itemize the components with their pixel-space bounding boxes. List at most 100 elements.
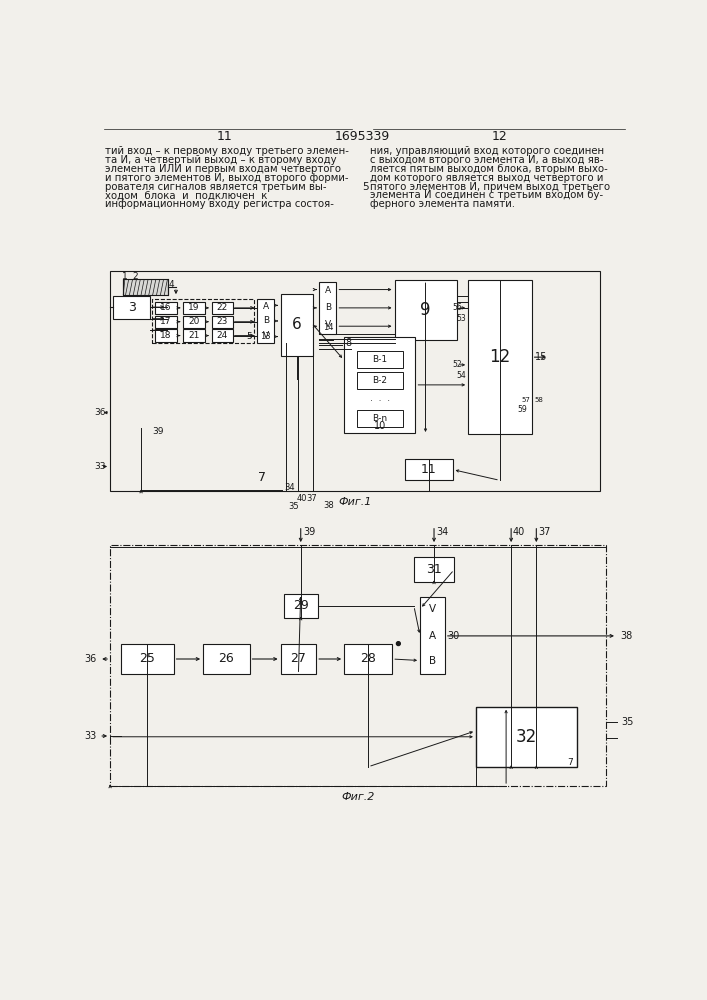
Bar bbox=[155, 302, 177, 314]
Text: 11: 11 bbox=[421, 463, 436, 476]
Text: 33: 33 bbox=[95, 462, 106, 471]
Bar bbox=[284, 594, 317, 618]
Text: 30: 30 bbox=[448, 631, 460, 641]
Text: 7: 7 bbox=[568, 758, 573, 767]
Text: 4: 4 bbox=[168, 280, 174, 289]
Bar bbox=[344, 337, 416, 433]
Text: элемента ИЛИ и первым входам четвертого: элемента ИЛИ и первым входам четвертого bbox=[105, 164, 341, 174]
Text: 37: 37 bbox=[306, 494, 317, 503]
Text: 26: 26 bbox=[218, 652, 234, 666]
Text: 40: 40 bbox=[296, 494, 307, 503]
Bar bbox=[476, 707, 577, 767]
Text: 57: 57 bbox=[521, 397, 530, 403]
Text: V: V bbox=[263, 331, 269, 340]
Text: 12: 12 bbox=[491, 130, 507, 143]
Bar bbox=[414, 557, 454, 582]
Bar bbox=[155, 329, 177, 342]
Text: 10: 10 bbox=[374, 421, 386, 431]
Text: Фиг.2: Фиг.2 bbox=[341, 792, 375, 802]
Bar bbox=[257, 299, 274, 343]
Text: 12: 12 bbox=[489, 348, 510, 366]
Text: 40: 40 bbox=[513, 527, 525, 537]
Text: 53: 53 bbox=[457, 314, 467, 323]
Text: элемента И соединен с третьим входом бу-: элемента И соединен с третьим входом бу- bbox=[370, 190, 603, 200]
Text: B-1: B-1 bbox=[372, 355, 387, 364]
Text: ходом  блока  и  подключен  к: ходом блока и подключен к bbox=[105, 190, 268, 200]
Text: A: A bbox=[263, 302, 269, 311]
Bar bbox=[183, 329, 204, 342]
Text: пятого элементов И, причем выход третьего: пятого элементов И, причем выход третьег… bbox=[370, 182, 610, 192]
Text: B-n: B-n bbox=[372, 414, 387, 423]
Text: 36: 36 bbox=[84, 654, 96, 664]
Bar bbox=[344, 644, 392, 674]
Text: 13: 13 bbox=[261, 332, 271, 341]
Text: 1695339: 1695339 bbox=[334, 130, 390, 143]
Bar bbox=[356, 410, 403, 427]
Text: 34: 34 bbox=[284, 483, 296, 492]
Text: и пятого элементов И, выход второго форми-: и пятого элементов И, выход второго форм… bbox=[105, 173, 349, 183]
Text: 36: 36 bbox=[95, 408, 106, 417]
Text: 31: 31 bbox=[426, 563, 442, 576]
Text: 11: 11 bbox=[217, 130, 233, 143]
Text: Фиг.1: Фиг.1 bbox=[338, 497, 372, 507]
Text: 56: 56 bbox=[452, 303, 462, 312]
Text: 37: 37 bbox=[538, 527, 550, 537]
Text: 9: 9 bbox=[420, 301, 431, 319]
Text: B-2: B-2 bbox=[373, 376, 387, 385]
Text: 28: 28 bbox=[360, 652, 376, 666]
Bar bbox=[110, 545, 606, 786]
Bar bbox=[183, 316, 204, 328]
Bar bbox=[320, 282, 337, 334]
Text: ния, управляющий вход которого соединен: ния, управляющий вход которого соединен bbox=[370, 146, 604, 156]
Text: 35: 35 bbox=[621, 717, 634, 727]
Text: 54: 54 bbox=[457, 371, 467, 380]
Circle shape bbox=[397, 642, 400, 646]
Text: 39: 39 bbox=[153, 427, 164, 436]
Text: 20: 20 bbox=[188, 317, 199, 326]
Text: 25: 25 bbox=[139, 652, 156, 666]
Text: 18: 18 bbox=[160, 331, 172, 340]
Text: 24: 24 bbox=[217, 331, 228, 340]
Text: 3: 3 bbox=[128, 301, 136, 314]
Bar bbox=[203, 644, 250, 674]
Text: 58: 58 bbox=[534, 397, 543, 403]
Text: 2: 2 bbox=[133, 272, 139, 281]
Text: та И, а четвертый выход – к второму входу: та И, а четвертый выход – к второму вход… bbox=[105, 155, 337, 165]
Text: 22: 22 bbox=[217, 303, 228, 312]
Text: 34: 34 bbox=[436, 527, 449, 537]
Bar bbox=[123, 279, 168, 295]
Text: информационному входу регистра состоя-: информационному входу регистра состоя- bbox=[105, 199, 334, 209]
Bar bbox=[211, 329, 233, 342]
Text: ляется пятым выходом блока, вторым выхо-: ляется пятым выходом блока, вторым выхо- bbox=[370, 164, 607, 174]
Bar bbox=[113, 296, 151, 319]
Bar bbox=[211, 302, 233, 314]
Text: A: A bbox=[429, 631, 436, 641]
Bar bbox=[356, 351, 403, 368]
Text: тий вход – к первому входу третьего элемен-: тий вход – к первому входу третьего элем… bbox=[105, 146, 349, 156]
Text: ферного элемента памяти.: ферного элемента памяти. bbox=[370, 199, 515, 209]
Bar bbox=[404, 459, 452, 480]
Bar bbox=[211, 316, 233, 328]
Text: 1: 1 bbox=[122, 272, 128, 281]
Text: 8: 8 bbox=[346, 338, 352, 348]
Text: 7: 7 bbox=[258, 471, 266, 484]
Text: 6: 6 bbox=[292, 317, 302, 332]
Text: дом которого является выход четвертого и: дом которого является выход четвертого и bbox=[370, 173, 603, 183]
Text: V: V bbox=[429, 604, 436, 614]
Text: 29: 29 bbox=[293, 599, 308, 612]
Bar bbox=[281, 644, 316, 674]
Text: A: A bbox=[325, 286, 331, 295]
Text: 38: 38 bbox=[323, 500, 334, 510]
Bar bbox=[110, 271, 600, 491]
Text: B: B bbox=[429, 656, 436, 666]
Text: 35: 35 bbox=[288, 502, 299, 511]
Text: 33: 33 bbox=[84, 731, 96, 741]
Text: 15: 15 bbox=[534, 352, 547, 362]
Bar bbox=[468, 280, 532, 434]
Text: 19: 19 bbox=[188, 303, 199, 312]
Bar bbox=[121, 644, 174, 674]
Text: 16: 16 bbox=[160, 303, 172, 312]
Bar bbox=[152, 299, 255, 343]
Text: 5: 5 bbox=[363, 182, 369, 192]
Bar bbox=[395, 280, 457, 340]
